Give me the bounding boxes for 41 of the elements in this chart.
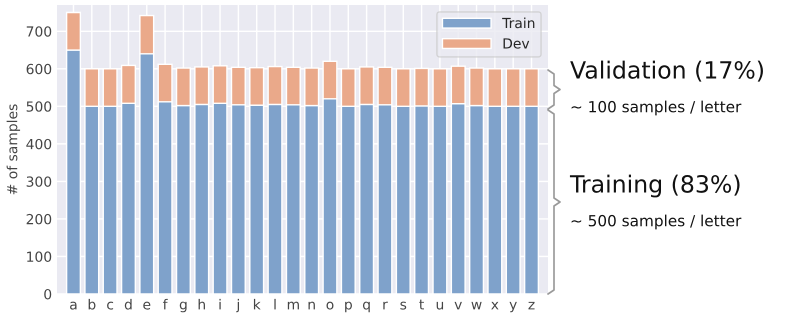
y-tick-label: 100 xyxy=(27,251,52,262)
x-tick-label: u xyxy=(436,302,444,310)
x-tick-label: v xyxy=(454,302,462,310)
x-tick-label: h xyxy=(198,298,205,310)
x-tick-label: x xyxy=(491,302,499,310)
y-tick-label: 0 xyxy=(44,288,52,300)
y-tick-label: 200 xyxy=(26,214,52,224)
text: Training (83%) xyxy=(570,174,740,198)
x-tick-label: z xyxy=(528,302,535,310)
text: ~ 100 samples / letter xyxy=(572,100,742,116)
x-tick-label: q xyxy=(362,302,370,312)
y-tick-label: 300 xyxy=(26,176,52,187)
x-tick-label: i xyxy=(219,298,221,310)
x-tick-label: c xyxy=(107,302,114,310)
x-tick-label: k xyxy=(254,298,261,310)
x-tick-label: r xyxy=(383,302,388,310)
x-tick-label: b xyxy=(88,298,96,310)
y-tick-label: 400 xyxy=(26,138,52,150)
legend-label: Dev xyxy=(504,38,530,49)
x-tick-label: e xyxy=(143,302,150,310)
x-tick-label: d xyxy=(124,298,132,310)
x-tick-label: o xyxy=(326,302,334,310)
x-tick-label: f xyxy=(162,298,168,310)
x-tick-label: s xyxy=(400,302,406,310)
y-axis-title: # of samples xyxy=(6,104,20,194)
text: ~ 500 samples / letter xyxy=(572,214,742,230)
x-tick-label: p xyxy=(345,302,352,312)
x-tick-label: m xyxy=(288,302,299,310)
x-tick-label: g xyxy=(180,302,187,312)
y-tick-label: 500 xyxy=(26,101,52,112)
y-tick-label: 600 xyxy=(26,64,52,74)
y-tick-label: 700 xyxy=(26,26,52,37)
x-tick-label: w xyxy=(471,302,482,310)
x-tick-label: t xyxy=(419,300,424,310)
text: Validation (17%) xyxy=(570,60,763,82)
x-tick-label: a xyxy=(70,302,76,310)
x-tick-label: n xyxy=(308,302,315,310)
x-tick-label: j xyxy=(236,298,240,312)
x-tick-label: y xyxy=(509,302,517,312)
legend-label: Train xyxy=(502,18,534,28)
x-tick-label: l xyxy=(274,298,276,310)
